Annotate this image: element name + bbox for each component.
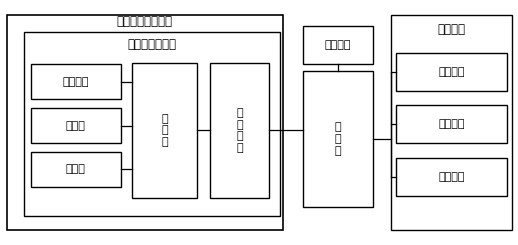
Text: 气象仪: 气象仪 [66, 164, 86, 174]
Text: 均衡模块: 均衡模块 [438, 119, 465, 129]
Bar [391, 15, 512, 230]
Bar [396, 53, 507, 91]
Bar [31, 108, 121, 143]
Bar [7, 15, 283, 230]
Text: 管控平台: 管控平台 [437, 24, 465, 37]
Text: 共享光伏电站单元: 共享光伏电站单元 [117, 15, 173, 28]
Bar [396, 158, 507, 196]
Bar [133, 63, 197, 198]
Bar [31, 64, 121, 99]
Bar [303, 26, 372, 64]
Text: 智能终端: 智能终端 [325, 40, 351, 50]
Text: 分布式光伏电站: 分布式光伏电站 [127, 38, 176, 51]
Text: 外电网: 外电网 [66, 121, 86, 131]
Bar [303, 71, 372, 207]
Text: 服
务
器: 服 务 器 [335, 122, 341, 156]
Bar [396, 105, 507, 143]
Text: 共享模块: 共享模块 [438, 172, 465, 182]
Text: 逆
变
器: 逆 变 器 [162, 114, 168, 147]
Bar [24, 32, 280, 216]
Text: 光伏组件: 光伏组件 [63, 77, 89, 87]
Bar [210, 63, 269, 198]
Text: 通
信
模
块: 通 信 模 块 [236, 108, 243, 153]
Bar [31, 152, 121, 187]
Text: 运维模块: 运维模块 [438, 67, 465, 77]
